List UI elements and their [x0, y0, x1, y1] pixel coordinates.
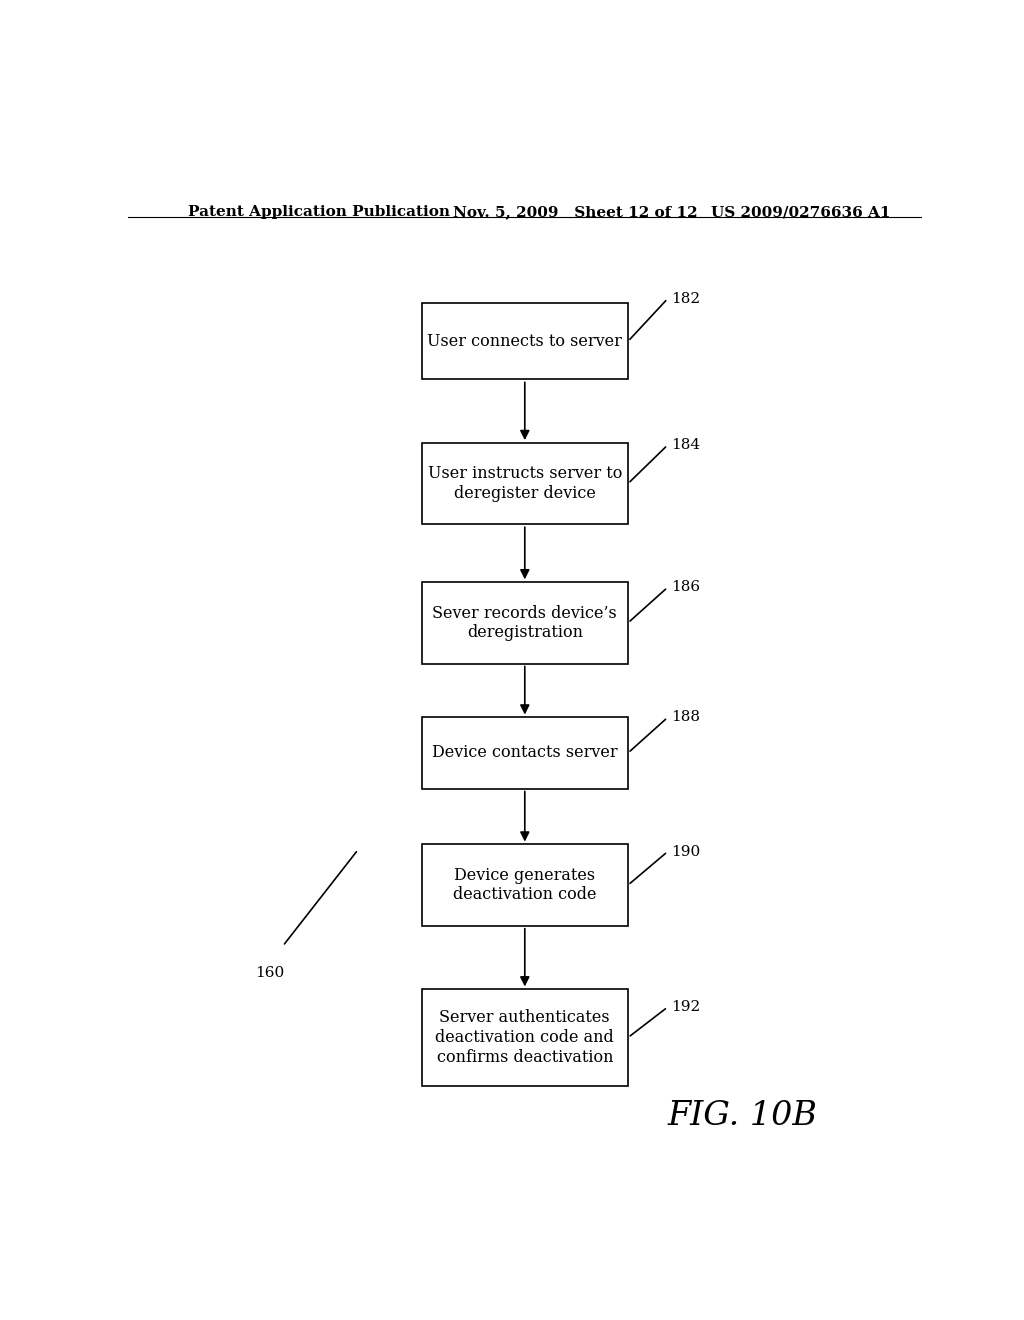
Text: User instructs server to
deregister device: User instructs server to deregister devi…	[428, 466, 622, 502]
Bar	[422, 582, 628, 664]
Bar	[422, 718, 628, 788]
Text: 188: 188	[672, 710, 700, 725]
Text: US 2009/0276636 A1: US 2009/0276636 A1	[712, 205, 891, 219]
Text: 184: 184	[672, 438, 700, 451]
Bar	[422, 845, 628, 925]
Text: 160: 160	[255, 966, 285, 981]
Bar	[422, 444, 628, 524]
Bar	[422, 304, 628, 379]
Text: Device contacts server: Device contacts server	[432, 744, 617, 762]
Text: 192: 192	[672, 1001, 700, 1014]
Text: FIG. 10B: FIG. 10B	[668, 1100, 817, 1131]
Text: Nov. 5, 2009   Sheet 12 of 12: Nov. 5, 2009 Sheet 12 of 12	[454, 205, 698, 219]
Bar	[422, 989, 628, 1086]
Text: Device generates
deactivation code: Device generates deactivation code	[453, 867, 597, 903]
Text: 186: 186	[672, 581, 700, 594]
Text: User connects to server: User connects to server	[427, 333, 623, 350]
Text: 190: 190	[672, 845, 700, 858]
Text: Server authenticates
deactivation code and
confirms deactivation: Server authenticates deactivation code a…	[435, 1010, 614, 1065]
Text: Patent Application Publication: Patent Application Publication	[187, 205, 450, 219]
Text: Sever records device’s
deregistration: Sever records device’s deregistration	[432, 605, 617, 642]
Text: 182: 182	[672, 292, 700, 306]
